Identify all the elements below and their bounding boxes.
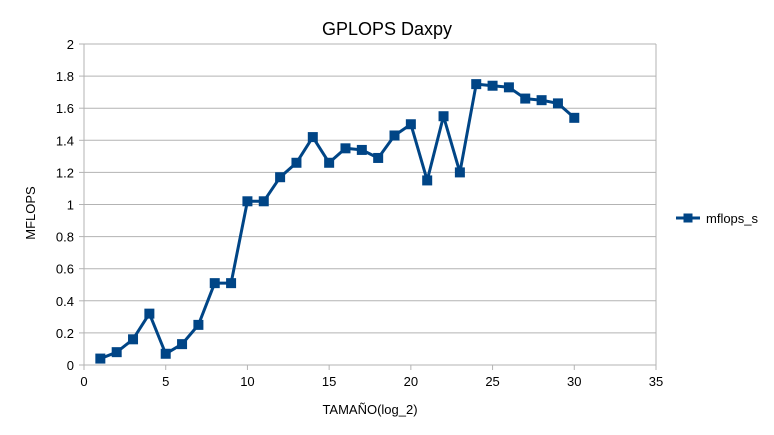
x-tick-label: 30 (567, 374, 581, 389)
x-tick-label: 0 (80, 374, 87, 389)
y-tick-label: 1.8 (56, 69, 74, 84)
x-tick-label: 5 (162, 374, 169, 389)
legend-marker (683, 213, 693, 223)
y-tick-label: 1.2 (56, 165, 74, 180)
data-point (324, 157, 335, 168)
y-tick-label: 0.2 (56, 326, 74, 341)
axes (79, 43, 657, 370)
data-point (275, 172, 286, 183)
data-point (471, 79, 482, 90)
data-point (356, 144, 367, 155)
y-tick-label: 0.8 (56, 230, 74, 245)
x-tick-label: 35 (649, 374, 663, 389)
data-point (177, 339, 188, 350)
tick-labels: 00.20.40.60.811.21.41.61.820 5 10 15 20 25 30 3… (56, 37, 663, 389)
data-point (405, 119, 416, 130)
data-point (552, 98, 563, 109)
data-point (438, 111, 449, 122)
y-tick-label: 0.6 (56, 262, 74, 277)
data-point (291, 157, 302, 168)
data-point (569, 112, 580, 123)
data-point (209, 278, 220, 289)
data-point (307, 132, 318, 143)
data-point (389, 130, 400, 141)
data-point (340, 143, 351, 154)
data-point (111, 347, 122, 358)
data-point (536, 95, 547, 106)
legend: mflops_s (676, 211, 759, 226)
y-tick-label: 0 (67, 358, 74, 373)
data-point (226, 278, 237, 289)
data-point (95, 353, 106, 364)
series-line (99, 82, 576, 360)
x-tick-label: 20 (404, 374, 418, 389)
grid-lines (84, 43, 656, 366)
y-axis-title: MFLOPS (23, 186, 38, 240)
data-point (258, 196, 269, 207)
data-point (242, 196, 253, 207)
x-tick-label: 10 (240, 374, 254, 389)
y-tick-label: 1 (67, 198, 74, 213)
chart-title: GPLOPS Daxpy (322, 19, 452, 39)
y-tick-label: 1.6 (56, 101, 74, 116)
y-tick-label: 1.4 (56, 133, 74, 148)
data-point (128, 334, 139, 345)
data-point (503, 82, 514, 93)
x-axis-title: TAMAÑO(log_2) (322, 402, 417, 417)
data-point (373, 152, 384, 163)
y-tick-label: 2 (67, 37, 74, 52)
y-tick-label: 0.4 (56, 294, 74, 309)
data-point (193, 319, 204, 330)
series-layer (95, 79, 580, 364)
data-point (454, 167, 465, 178)
data-point (520, 93, 531, 104)
x-tick-label: 25 (485, 374, 499, 389)
data-point (422, 175, 433, 186)
legend-label: mflops_s (706, 211, 759, 226)
x-tick-label: 15 (322, 374, 336, 389)
data-point (160, 348, 171, 359)
data-point (144, 308, 155, 319)
data-point (487, 80, 498, 91)
